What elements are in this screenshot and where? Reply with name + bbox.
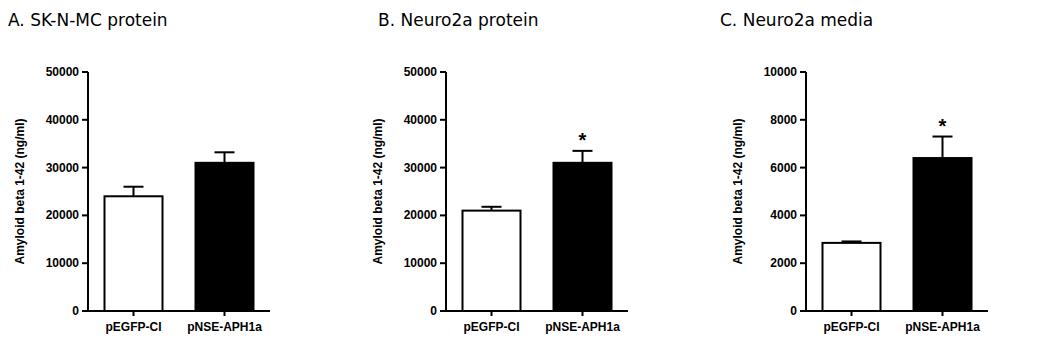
error-stem: [224, 152, 226, 163]
significance: *: [579, 129, 587, 151]
error-bar: [933, 137, 953, 159]
figure: A. SK-N-MC protein Amyloid beta 1-42 (ng/…: [0, 0, 1037, 354]
x-axis: [806, 310, 988, 312]
y-tick-label: 10000: [46, 256, 80, 270]
x-tick-label: pEGFP-CI: [824, 320, 880, 334]
y-axis-label: Amyloid beta 1-42 (ng/ml): [13, 118, 27, 264]
title: C. Neuro2a media: [720, 10, 873, 30]
error-cap: [842, 240, 862, 242]
x-axis: [446, 310, 628, 312]
bar: [196, 163, 254, 311]
bar: [105, 196, 163, 311]
y-axis-label: Amyloid beta 1-42 (ng/ml): [371, 118, 385, 264]
marks: [105, 152, 254, 311]
panel: B. Neuro2a protein Amyloid beta 1-42 (ng/…: [371, 10, 628, 334]
error-cap: [124, 186, 144, 188]
y-axis: [87, 72, 89, 311]
bar: [823, 243, 881, 311]
y-tick-label: 50000: [404, 65, 438, 79]
y-tick-label: 4000: [770, 208, 797, 222]
bar: [914, 158, 972, 311]
y-axis: [805, 72, 807, 311]
marks: [463, 151, 612, 311]
y-tick-label: 0: [72, 304, 79, 318]
y-tick-label: 8000: [770, 113, 797, 127]
x-tick-label: pNSE-APH1a: [905, 320, 980, 334]
error-cap: [482, 206, 502, 208]
error-bar: [215, 152, 235, 163]
y-tick-label: 10000: [404, 256, 438, 270]
y-tick-label: 40000: [46, 113, 80, 127]
y-tick-label: 40000: [404, 113, 438, 127]
y-tick-label: 50000: [46, 65, 80, 79]
y-axis: [445, 72, 447, 311]
error-bar: [124, 187, 144, 197]
x-axis: [88, 310, 270, 312]
bar: [554, 163, 612, 311]
title: B. Neuro2a protein: [378, 10, 539, 30]
y-tick-label: 0: [430, 304, 437, 318]
y-tick-label: 20000: [46, 208, 80, 222]
error-bar: [482, 207, 502, 211]
x-tick-label: pEGFP-CI: [464, 320, 520, 334]
y-tick-label: 10000: [764, 65, 798, 79]
error-stem: [582, 151, 584, 163]
title: A. SK-N-MC protein: [8, 10, 168, 30]
bar: [463, 211, 521, 311]
error-cap: [215, 151, 235, 153]
error-bar: [573, 151, 593, 163]
error-stem: [942, 137, 944, 159]
x-tick-label: pNSE-APH1a: [545, 320, 620, 334]
y-tick-label: 6000: [770, 161, 797, 175]
y-tick-label: 0: [790, 304, 797, 318]
error-bar: [842, 241, 862, 242]
panel: C. Neuro2a media Amyloid beta 1-42 (ng/ml…: [720, 10, 988, 334]
x-tick-label: pNSE-APH1a: [187, 320, 262, 334]
significance: *: [939, 115, 947, 137]
x-tick-label: pEGFP-CI: [106, 320, 162, 334]
y-tick-label: 30000: [404, 161, 438, 175]
error-stem: [133, 187, 135, 197]
y-tick-label: 30000: [46, 161, 80, 175]
panel: A. SK-N-MC protein Amyloid beta 1-42 (ng/…: [8, 10, 270, 334]
y-axis-label: Amyloid beta 1-42 (ng/ml): [731, 118, 745, 264]
y-tick-label: 20000: [404, 208, 438, 222]
marks: [823, 137, 972, 311]
y-tick-label: 2000: [770, 256, 797, 270]
